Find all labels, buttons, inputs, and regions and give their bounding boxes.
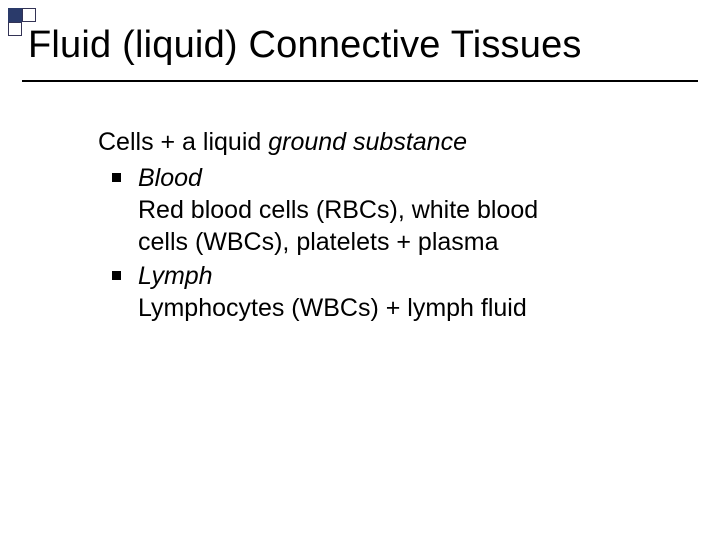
square-bullet-icon (112, 271, 121, 280)
list-item-title: Blood (138, 164, 202, 192)
intro-text-italic: ground substance (268, 128, 467, 156)
list-item: Lymph Lymphocytes (WBCs) + lymph fluid (98, 260, 660, 324)
list-item-title: Lymph (138, 262, 213, 290)
decor-square-filled (8, 8, 22, 22)
decor-square-outline (8, 22, 22, 36)
title-underline (22, 80, 698, 82)
intro-text-plain: Cells + a liquid (98, 128, 268, 156)
list-item: Blood Red blood cells (RBCs), white bloo… (98, 162, 660, 258)
intro-line: Cells + a liquid ground substance (98, 126, 660, 158)
square-bullet-icon (112, 173, 121, 182)
list-item-body: Red blood cells (RBCs), white blood cell… (138, 194, 548, 258)
list-item-body: Lymphocytes (WBCs) + lymph fluid (138, 292, 548, 324)
content-block: Cells + a liquid ground substance Blood … (98, 126, 660, 324)
page-title: Fluid (liquid) Connective Tissues (28, 24, 700, 67)
decor-square-outline (22, 8, 36, 22)
